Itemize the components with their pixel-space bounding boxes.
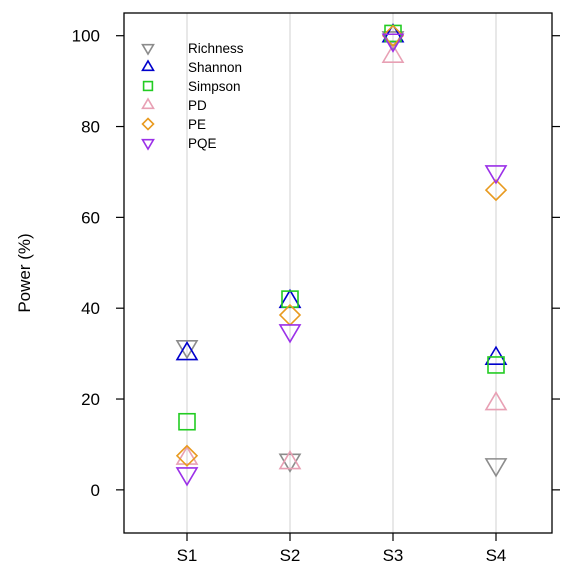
x-tick-label: S2	[280, 546, 301, 565]
data-point	[484, 390, 508, 411]
data-point	[484, 165, 508, 185]
y-tick-label: 60	[81, 208, 100, 227]
y-tick-label: 0	[91, 481, 100, 500]
y-tick-label: 40	[81, 299, 100, 318]
data-point	[281, 290, 299, 308]
legend-label: PD	[188, 98, 207, 113]
data-point	[175, 445, 199, 465]
legend-marker	[141, 43, 155, 56]
legend-label: Shannon	[188, 60, 242, 75]
data-point	[484, 458, 508, 478]
data-point	[484, 345, 508, 365]
axes: S1 S2 S3 S4 0 20 40 60 80 100	[72, 27, 560, 565]
legend-marker	[141, 59, 155, 72]
x-tick-label: S4	[486, 546, 507, 565]
data-point	[278, 453, 302, 473]
y-tick-label: 20	[81, 390, 100, 409]
data-point	[381, 33, 405, 53]
legend-marker	[142, 80, 154, 92]
data-point	[178, 412, 196, 431]
data-point	[175, 341, 199, 361]
plot-frame	[123, 12, 553, 534]
legend: Richness Shannon Simpson PD PE PQE	[141, 41, 244, 151]
legend-label: Richness	[188, 41, 244, 56]
data-markers	[175, 23, 508, 487]
legend-marker	[141, 117, 155, 131]
data-point	[484, 178, 508, 202]
data-point	[278, 324, 302, 344]
data-point	[175, 444, 199, 467]
data-point	[381, 24, 405, 47]
y-axis-label: Power (%)	[15, 233, 34, 312]
legend-label: Simpson	[188, 79, 241, 94]
data-point	[487, 356, 505, 374]
data-point	[175, 467, 199, 487]
legend-marker	[141, 97, 155, 110]
data-point	[175, 339, 199, 360]
legend-label: PE	[188, 117, 206, 132]
y-tick-label: 100	[72, 27, 100, 46]
data-point	[278, 450, 302, 470]
x-tick-label: S3	[383, 546, 404, 565]
legend-marker	[141, 138, 155, 151]
legend-label: PQE	[188, 136, 217, 151]
data-point	[381, 43, 405, 63]
x-tick-label: S1	[177, 546, 198, 565]
y-tick-label: 80	[81, 118, 100, 137]
